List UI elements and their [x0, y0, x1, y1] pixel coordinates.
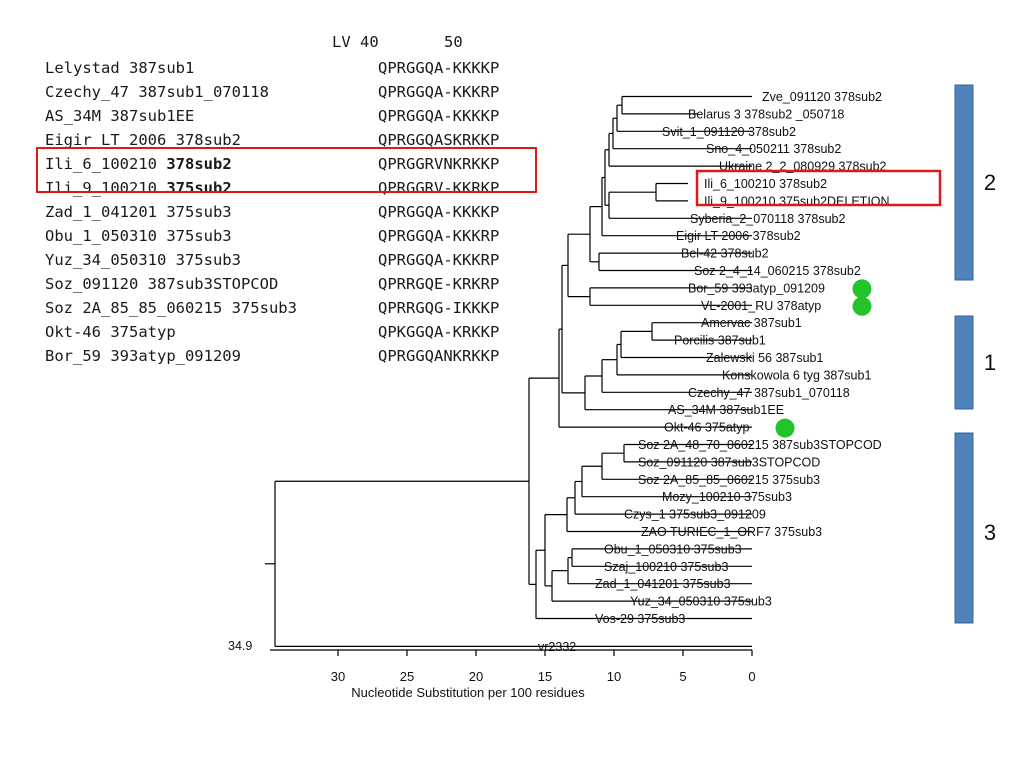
alignment-sequence-name: Soz 2A_85_85_060215 375sub3 — [45, 296, 297, 320]
marker-dot-icon — [852, 296, 872, 316]
alignment-sequence: QPRRGQE-KRKRP — [378, 275, 500, 293]
tree-leaf-label: Amervac 387sub1 — [701, 316, 802, 330]
tree-leaf-label: vr2332 — [538, 640, 576, 654]
axis-tick-label: 5 — [679, 669, 686, 684]
alignment-sequence-name: Eigir LT 2006 378sub2 — [45, 128, 241, 152]
alignment-sequence-name: Lelystad 387sub1 — [45, 56, 194, 80]
alignment-name-text: Bor_59 393atyp_091209 — [45, 347, 241, 365]
alignment-sequence: QPRGGQA-KKKKP — [378, 107, 500, 125]
tree-leaf-label: Czys_1 375sub3_091209 — [624, 508, 766, 522]
alignment-sequence: QPRGGQANKRKKP — [378, 347, 500, 365]
tree-leaf-label: Ili_9_100210 375sub2DELETION — [704, 194, 890, 208]
tree-leaf-label: Mozy_100210 375sub3 — [662, 490, 792, 504]
axis-tick-label: 10 — [607, 669, 621, 684]
group-bar — [954, 315, 974, 410]
alignment-sequence: QPRGGQA-KKKRP — [378, 227, 500, 245]
alignment-sequence-name: Czechy_47 387sub1_070118 — [45, 80, 269, 104]
alignment-sequence: QPRRGQG-IKKKP — [378, 299, 500, 317]
alignment-name-text: Okt-46 375atyp — [45, 323, 176, 341]
alignment-name-text: Lelystad 387sub1 — [45, 59, 195, 77]
tree-leaf-label: Bel-42 378sub2 — [681, 247, 769, 261]
axis-tick-label: 20 — [469, 669, 483, 684]
alignment-sequence-name: Soz_091120 387sub3STOPCOD — [45, 272, 278, 296]
tree-leaf-label: Zve_091120 378sub2 — [762, 90, 882, 104]
tree-leaf-label: Belarus 3 378sub2 _050718 — [688, 107, 844, 121]
alignment-name-text: Soz_091120 387sub3STOPCOD — [45, 275, 279, 293]
alignment-sequence: QPRGGQA-KKKKP — [378, 59, 500, 77]
tree-leaf-label: Soz 2A_85_85_060215 375sub3 — [638, 473, 820, 487]
tree-leaf-label: Bor_59 393atyp_091209 — [688, 281, 825, 295]
marker-dot-icon — [852, 279, 872, 299]
alignment-name-text: AS_34M 387sub1EE — [45, 107, 195, 125]
tree-leaf-label: Czechy_47 387sub1_070118 — [688, 386, 850, 400]
tree-leaf-label: Syberia_2_070118 378sub2 — [690, 212, 846, 226]
tree-leaf-label: Szaj_100210 375sub3 — [604, 560, 728, 574]
alignment-highlight-box — [36, 147, 537, 193]
axis-tick-label: 30 — [331, 669, 345, 684]
tree-leaf-label: Soz_091120 387sub3STOPCOD — [638, 455, 820, 469]
alignment-position-header: LV 40 50 — [332, 33, 463, 51]
axis-tick-label: 15 — [538, 669, 552, 684]
alignment-sequence: QPKGGQA-KRKKP — [378, 323, 500, 341]
alignment-name-text: Eigir LT 2006 378sub2 — [45, 131, 241, 149]
alignment-sequence: QPRGGQA-KKKKP — [378, 203, 500, 221]
tree-leaf-label: Obu_1_050310 375sub3 — [604, 542, 742, 556]
group-bar — [954, 84, 974, 281]
tree-leaf-label: Porcilis 387sub1 — [674, 334, 766, 348]
alignment-sequence: QPRGGQA-KKKRP — [378, 251, 500, 269]
group-label: 1 — [984, 350, 996, 375]
tree-leaf-label: Yuz_34_050310 375sub3 — [630, 595, 772, 609]
alignment-name-text: Zad_1_041201 375sub3 — [45, 203, 232, 221]
axis-tick-label: 25 — [400, 669, 414, 684]
alignment-name-text: Yuz_34_050310 375sub3 — [45, 251, 241, 269]
alignment-sequence-name: Obu_1_050310 375sub3 — [45, 224, 232, 248]
tree-leaf-label: Zad_1_041201 375sub3 — [595, 577, 731, 591]
alignment-sequence: QPRGGRVNKRKKP — [378, 155, 500, 173]
tree-leaf-label: Svit_1_091120 378sub2 — [662, 125, 796, 139]
alignment-sequence-name: Ili_6_100210 378sub2 — [45, 152, 232, 176]
root-distance-label: 34.9 — [228, 639, 252, 653]
axis-tick-label: 0 — [748, 669, 755, 684]
alignment-sequence-name: Zad_1_041201 375sub3 — [45, 200, 232, 224]
tree-leaf-label: Zalewski 56 387sub1 — [706, 351, 823, 365]
alignment-name-text: Obu_1_050310 375sub3 — [45, 227, 232, 245]
tree-leaf-label: Soz 2A_48_70_060215 387sub3STOPCOD — [638, 438, 882, 452]
alignment-name-text: Ili_6_100210 — [45, 155, 167, 173]
tree-leaf-label: Okt-46 375atyp — [664, 421, 750, 435]
axis-title: Nucleotide Substitution per 100 residues — [351, 685, 585, 700]
tree-leaf-label: Soz 2_4_14_060215 378sub2 — [694, 264, 861, 278]
tree-leaf-label: Ili_6_100210 378sub2 — [704, 177, 827, 191]
tree-highlight-box — [695, 169, 942, 207]
tree-leaf-label: Konskowola 6 tyg 387sub1 — [722, 368, 871, 382]
tree-leaf-label: Vos-29 375sub3 — [595, 612, 685, 626]
alignment-sequence-name: Okt-46 375atyp — [45, 320, 176, 344]
alignment-name-text: Czechy_47 387sub1_070118 — [45, 83, 269, 101]
group-bar — [954, 432, 974, 624]
alignment-sequence-name: Yuz_34_050310 375sub3 — [45, 248, 241, 272]
alignment-sequence-name: Bor_59 393atyp_091209 — [45, 344, 241, 368]
alignment-name-bold: 378sub2 — [166, 155, 232, 173]
tree-leaf-label: AS_34M 387sub1EE — [668, 403, 784, 417]
tree-leaf-label: ZAO TURIEC_1_ORF7 375sub3 — [641, 525, 822, 539]
alignment-name-text: Soz 2A_85_85_060215 375sub3 — [45, 299, 297, 317]
alignment-sequence: QPRGGQA-KKKRP — [378, 83, 500, 101]
alignment-sequence: QPRGGQASKRKKP — [378, 131, 500, 149]
group-label: 2 — [984, 170, 996, 195]
marker-dot-icon — [775, 418, 795, 438]
tree-leaf-label: VL-2001_RU 378atyp — [701, 299, 821, 313]
group-label: 3 — [984, 520, 996, 545]
tree-leaf-label: Eigir LT 2006 378sub2 — [676, 229, 801, 243]
tree-leaf-label: Sno_4_050211 378sub2 — [706, 142, 841, 156]
alignment-sequence-name: AS_34M 387sub1EE — [45, 104, 194, 128]
